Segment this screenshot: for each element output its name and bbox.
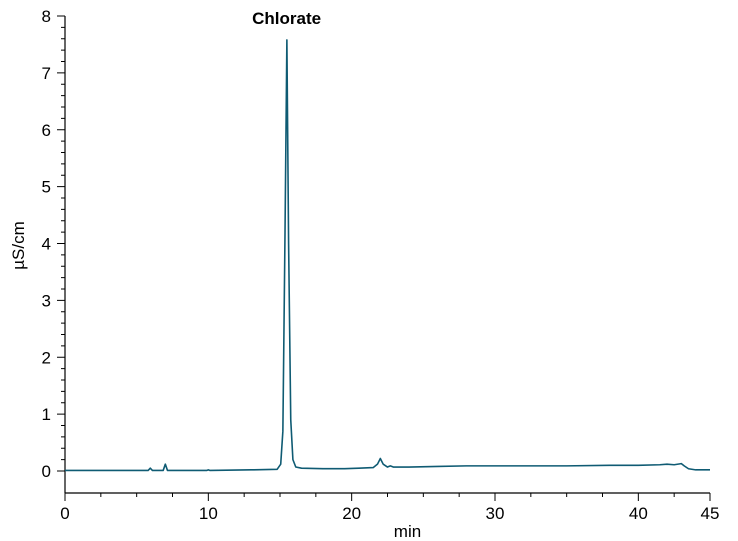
y-tick-label: 1 xyxy=(42,405,51,424)
x-tick-label: 10 xyxy=(199,504,218,523)
y-tick-label: 8 xyxy=(42,7,51,26)
x-tick-label: 30 xyxy=(486,504,505,523)
axes xyxy=(64,16,710,494)
y-tick-label: 3 xyxy=(42,291,51,310)
x-tick-label: 40 xyxy=(629,504,648,523)
y-tick-label: 7 xyxy=(42,64,51,83)
y-tick-label: 5 xyxy=(42,178,51,197)
y-ticks: 0 1 2 3 4 5 6 7 8 xyxy=(42,7,65,481)
y-tick-label: 0 xyxy=(42,462,51,481)
peak-label-chlorate: Chlorate xyxy=(252,9,321,28)
x-tick-label: 20 xyxy=(342,504,361,523)
x-tick-label: 0 xyxy=(60,504,69,523)
y-tick-label: 6 xyxy=(42,121,51,140)
y-axis-title: µS/cm xyxy=(9,221,28,270)
x-ticks: 0 10 20 30 40 45 xyxy=(60,493,719,523)
y-tick-label: 4 xyxy=(42,235,51,254)
chromatogram-trace xyxy=(65,39,710,472)
y-tick-label: 2 xyxy=(42,348,51,367)
x-axis-title: min xyxy=(394,522,421,541)
x-tick-label: 45 xyxy=(701,504,720,523)
